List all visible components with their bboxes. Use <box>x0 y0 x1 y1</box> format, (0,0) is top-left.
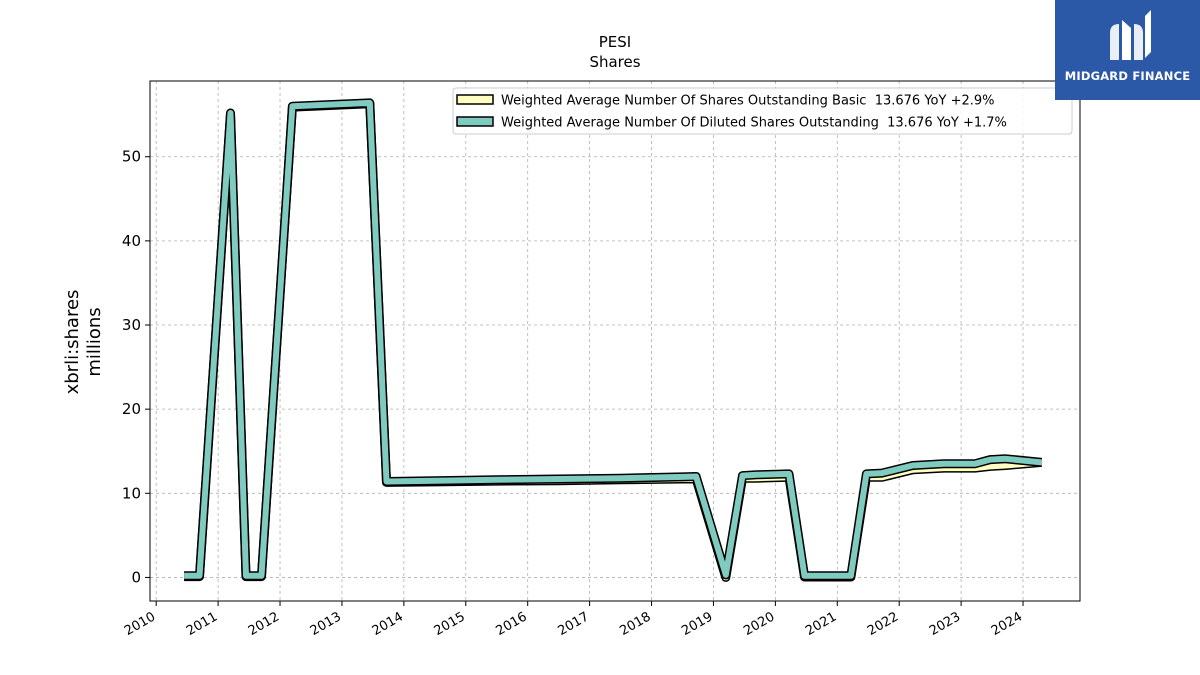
series-lines <box>184 98 1043 582</box>
midgard-finance-logo: MIDGARD FINANCE <box>1055 0 1200 100</box>
grid <box>150 81 1080 601</box>
y-axis-label-unit: millions <box>84 307 105 376</box>
y-tick-label: 30 <box>122 316 141 334</box>
plot-area-frame <box>149 80 1081 602</box>
y-tick-label: 40 <box>122 232 141 250</box>
x-tick-label: 2014 <box>370 609 406 639</box>
chart-subtitle: Shares <box>589 53 640 71</box>
x-tick-label: 2019 <box>679 609 715 639</box>
x-axis: 2010 2011 2012 2013 2014 2015 2016 2017 2018 2019… <box>122 601 1025 639</box>
legend-swatch-diluted <box>456 116 494 127</box>
y-tick-label: 20 <box>122 400 141 418</box>
x-tick-label: 2012 <box>246 609 282 639</box>
y-tick-label: 50 <box>122 148 141 166</box>
legend-swatch-basic <box>456 94 494 105</box>
x-tick-label: 2024 <box>989 609 1025 639</box>
y-tick-label: 10 <box>122 484 141 502</box>
x-tick-label: 2015 <box>432 609 468 639</box>
series-basic-line <box>184 100 1042 581</box>
y-axis-label: xbrli:shares <box>62 290 83 395</box>
legend-label-basic: Weighted Average Number Of Shares Outsta… <box>501 94 995 109</box>
x-tick-label: 2016 <box>494 609 530 639</box>
x-tick-label: 2022 <box>865 609 901 639</box>
x-tick-label: 2023 <box>927 609 963 639</box>
midgard-logo-icon <box>1110 10 1151 60</box>
x-tick-label: 2020 <box>741 609 777 639</box>
x-tick-label: 2011 <box>184 609 220 639</box>
series-basic-line-outline <box>184 99 1042 582</box>
x-tick-label: 2010 <box>122 609 158 639</box>
x-tick-label: 2017 <box>555 609 591 639</box>
y-axis: 0 10 20 30 40 50 <box>122 148 150 586</box>
y-tick-label: 0 <box>131 568 141 586</box>
x-tick-label: 2021 <box>803 609 839 639</box>
legend-box <box>452 87 1073 135</box>
x-tick-label: 2013 <box>308 609 344 639</box>
x-tick-label: 2018 <box>617 609 653 639</box>
series-diluted-line-outline <box>184 98 1043 581</box>
chart-title: PESI <box>599 33 631 51</box>
series-diluted-line <box>184 99 1042 579</box>
legend-label-diluted: Weighted Average Number Of Diluted Share… <box>501 116 1007 131</box>
legend: Weighted Average Number Of Shares Outsta… <box>452 87 1073 135</box>
logo-text: MIDGARD FINANCE <box>1064 69 1191 83</box>
